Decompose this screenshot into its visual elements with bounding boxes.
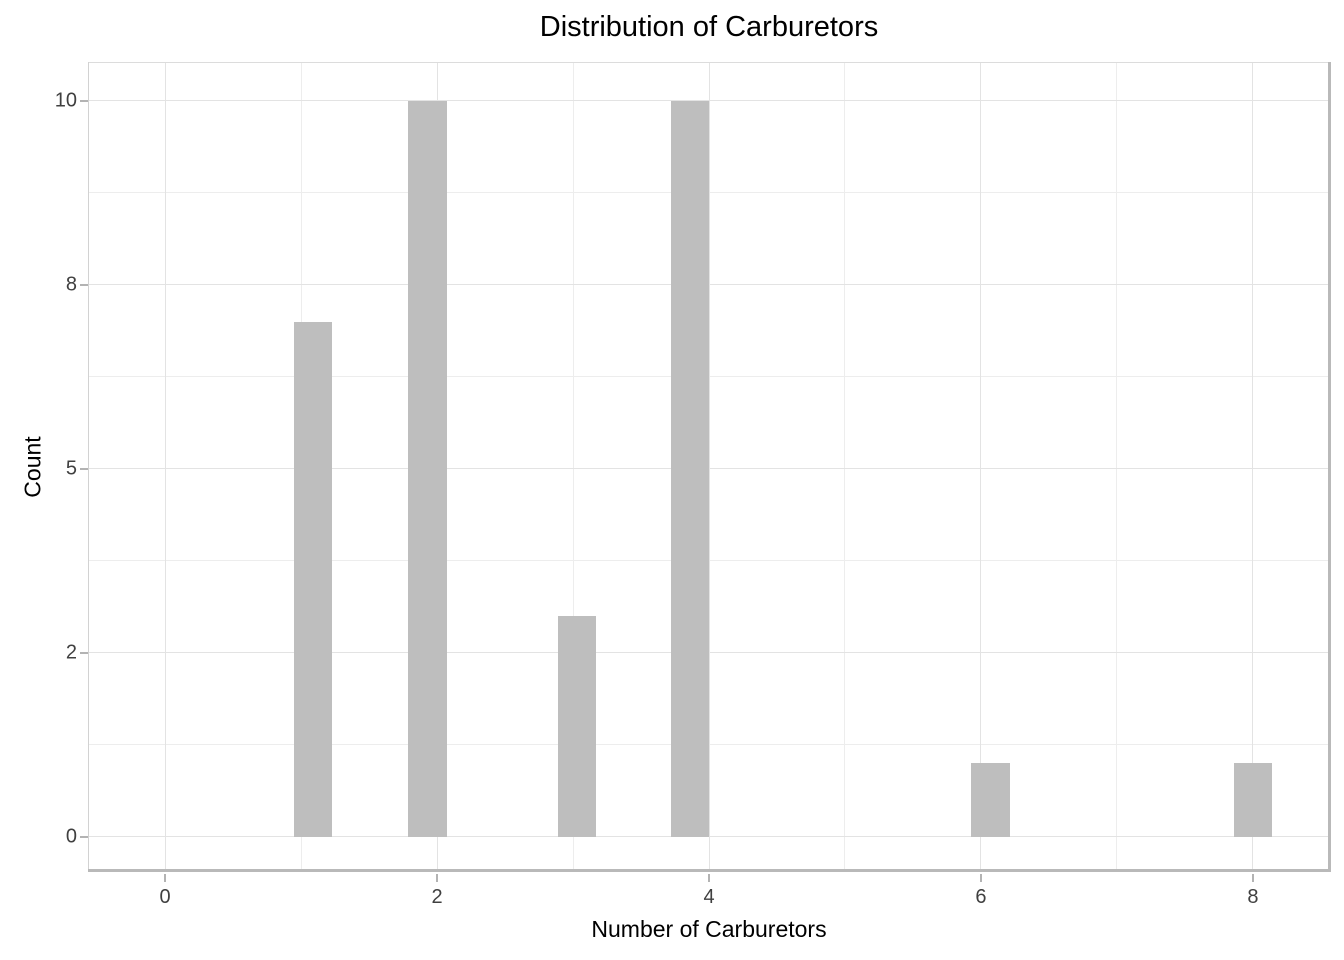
y-tick-label: 2 xyxy=(65,641,77,664)
gridline-x-major xyxy=(1252,62,1254,872)
gridline-y-major xyxy=(89,836,1329,838)
histogram-bar xyxy=(971,763,1010,837)
histogram-bar xyxy=(558,616,597,837)
gridline-x-major xyxy=(708,62,710,872)
x-tick-label: 0 xyxy=(159,886,171,908)
y-tick-mark xyxy=(80,283,88,286)
y-axis-line-right xyxy=(1328,62,1331,872)
x-tick-label: 6 xyxy=(975,886,987,908)
y-tick-label: 10 xyxy=(54,89,77,112)
y-tick-mark xyxy=(80,467,88,470)
plot-panel xyxy=(89,62,1329,872)
histogram-bar xyxy=(408,100,447,837)
gridline-x-minor xyxy=(572,62,574,872)
histogram-bar xyxy=(294,321,333,837)
x-tick-mark xyxy=(1251,874,1254,882)
gridline-y-major xyxy=(89,100,1329,102)
x-tick-mark xyxy=(436,874,438,882)
y-tick-mark xyxy=(80,99,88,102)
gridline-y-major xyxy=(89,284,1329,286)
gridline-y-major xyxy=(89,652,1329,654)
y-tick-mark xyxy=(80,835,88,838)
x-tick-label: 4 xyxy=(703,886,715,908)
x-axis-title: Number of Carburetors xyxy=(591,916,827,942)
y-axis-title: Count xyxy=(19,436,46,498)
histogram-bar xyxy=(1233,763,1273,837)
chart-title: Distribution of Carburetors xyxy=(539,11,879,43)
gridline-x-minor xyxy=(1116,62,1118,872)
x-tick-label: 2 xyxy=(431,886,443,908)
gridline-y-major xyxy=(89,468,1329,470)
panel-border-top xyxy=(88,62,1329,63)
y-tick-mark xyxy=(80,651,88,654)
x-tick-mark xyxy=(979,874,982,882)
x-tick-mark xyxy=(708,874,710,882)
gridline-x-major xyxy=(980,62,982,872)
panel-border-left xyxy=(88,62,89,872)
y-tick-label: 5 xyxy=(65,457,77,480)
x-tick-label: 8 xyxy=(1247,886,1259,908)
gridline-x-major xyxy=(164,62,166,872)
y-tick-label: 8 xyxy=(65,273,77,296)
gridline-x-minor xyxy=(844,62,846,872)
histogram-bar xyxy=(670,100,709,837)
y-tick-label: 0 xyxy=(65,825,77,848)
x-tick-mark xyxy=(164,874,167,882)
x-axis-line-bottom xyxy=(88,869,1331,872)
